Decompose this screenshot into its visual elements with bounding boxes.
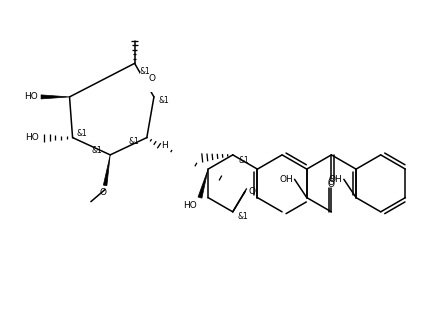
Text: &1: &1 bbox=[139, 67, 150, 76]
Text: HO: HO bbox=[24, 92, 38, 101]
Polygon shape bbox=[197, 169, 207, 198]
Polygon shape bbox=[41, 95, 69, 99]
Text: HO: HO bbox=[25, 133, 39, 142]
Text: O: O bbox=[327, 180, 334, 189]
Text: &1: &1 bbox=[76, 129, 87, 138]
Text: OH: OH bbox=[328, 175, 342, 184]
Text: H: H bbox=[161, 141, 167, 150]
Text: &1: &1 bbox=[237, 213, 248, 221]
Text: &1: &1 bbox=[92, 146, 102, 155]
Text: &1: &1 bbox=[238, 156, 249, 166]
Text: O: O bbox=[99, 188, 106, 197]
Text: O: O bbox=[148, 74, 155, 83]
Text: O: O bbox=[247, 187, 254, 196]
Text: O: O bbox=[327, 178, 334, 187]
Text: OH: OH bbox=[279, 175, 293, 184]
Text: &1: &1 bbox=[158, 97, 168, 106]
Text: HO: HO bbox=[183, 201, 196, 210]
Text: &1: &1 bbox=[128, 137, 139, 146]
Polygon shape bbox=[103, 155, 110, 186]
